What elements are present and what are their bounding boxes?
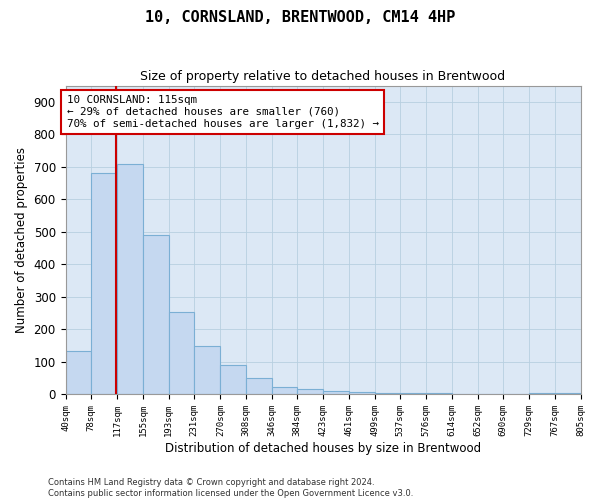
Bar xyxy=(194,346,220,395)
Bar xyxy=(91,174,118,394)
Title: Size of property relative to detached houses in Brentwood: Size of property relative to detached ho… xyxy=(140,70,506,83)
Bar xyxy=(374,393,400,394)
Bar xyxy=(65,350,91,395)
Text: Contains HM Land Registry data © Crown copyright and database right 2024.
Contai: Contains HM Land Registry data © Crown c… xyxy=(48,478,413,498)
Bar xyxy=(400,393,427,394)
Bar xyxy=(297,388,323,394)
Bar xyxy=(323,391,349,394)
Bar xyxy=(220,365,246,394)
Y-axis label: Number of detached properties: Number of detached properties xyxy=(15,147,28,333)
Bar xyxy=(246,378,272,394)
Bar xyxy=(349,392,374,394)
Bar xyxy=(529,392,581,394)
X-axis label: Distribution of detached houses by size in Brentwood: Distribution of detached houses by size … xyxy=(165,442,481,455)
Text: 10, CORNSLAND, BRENTWOOD, CM14 4HP: 10, CORNSLAND, BRENTWOOD, CM14 4HP xyxy=(145,10,455,25)
Bar xyxy=(118,164,143,394)
Text: 10 CORNSLAND: 115sqm
← 29% of detached houses are smaller (760)
70% of semi-deta: 10 CORNSLAND: 115sqm ← 29% of detached h… xyxy=(67,96,379,128)
Bar xyxy=(272,387,297,394)
Bar xyxy=(169,312,194,394)
Bar xyxy=(143,235,169,394)
